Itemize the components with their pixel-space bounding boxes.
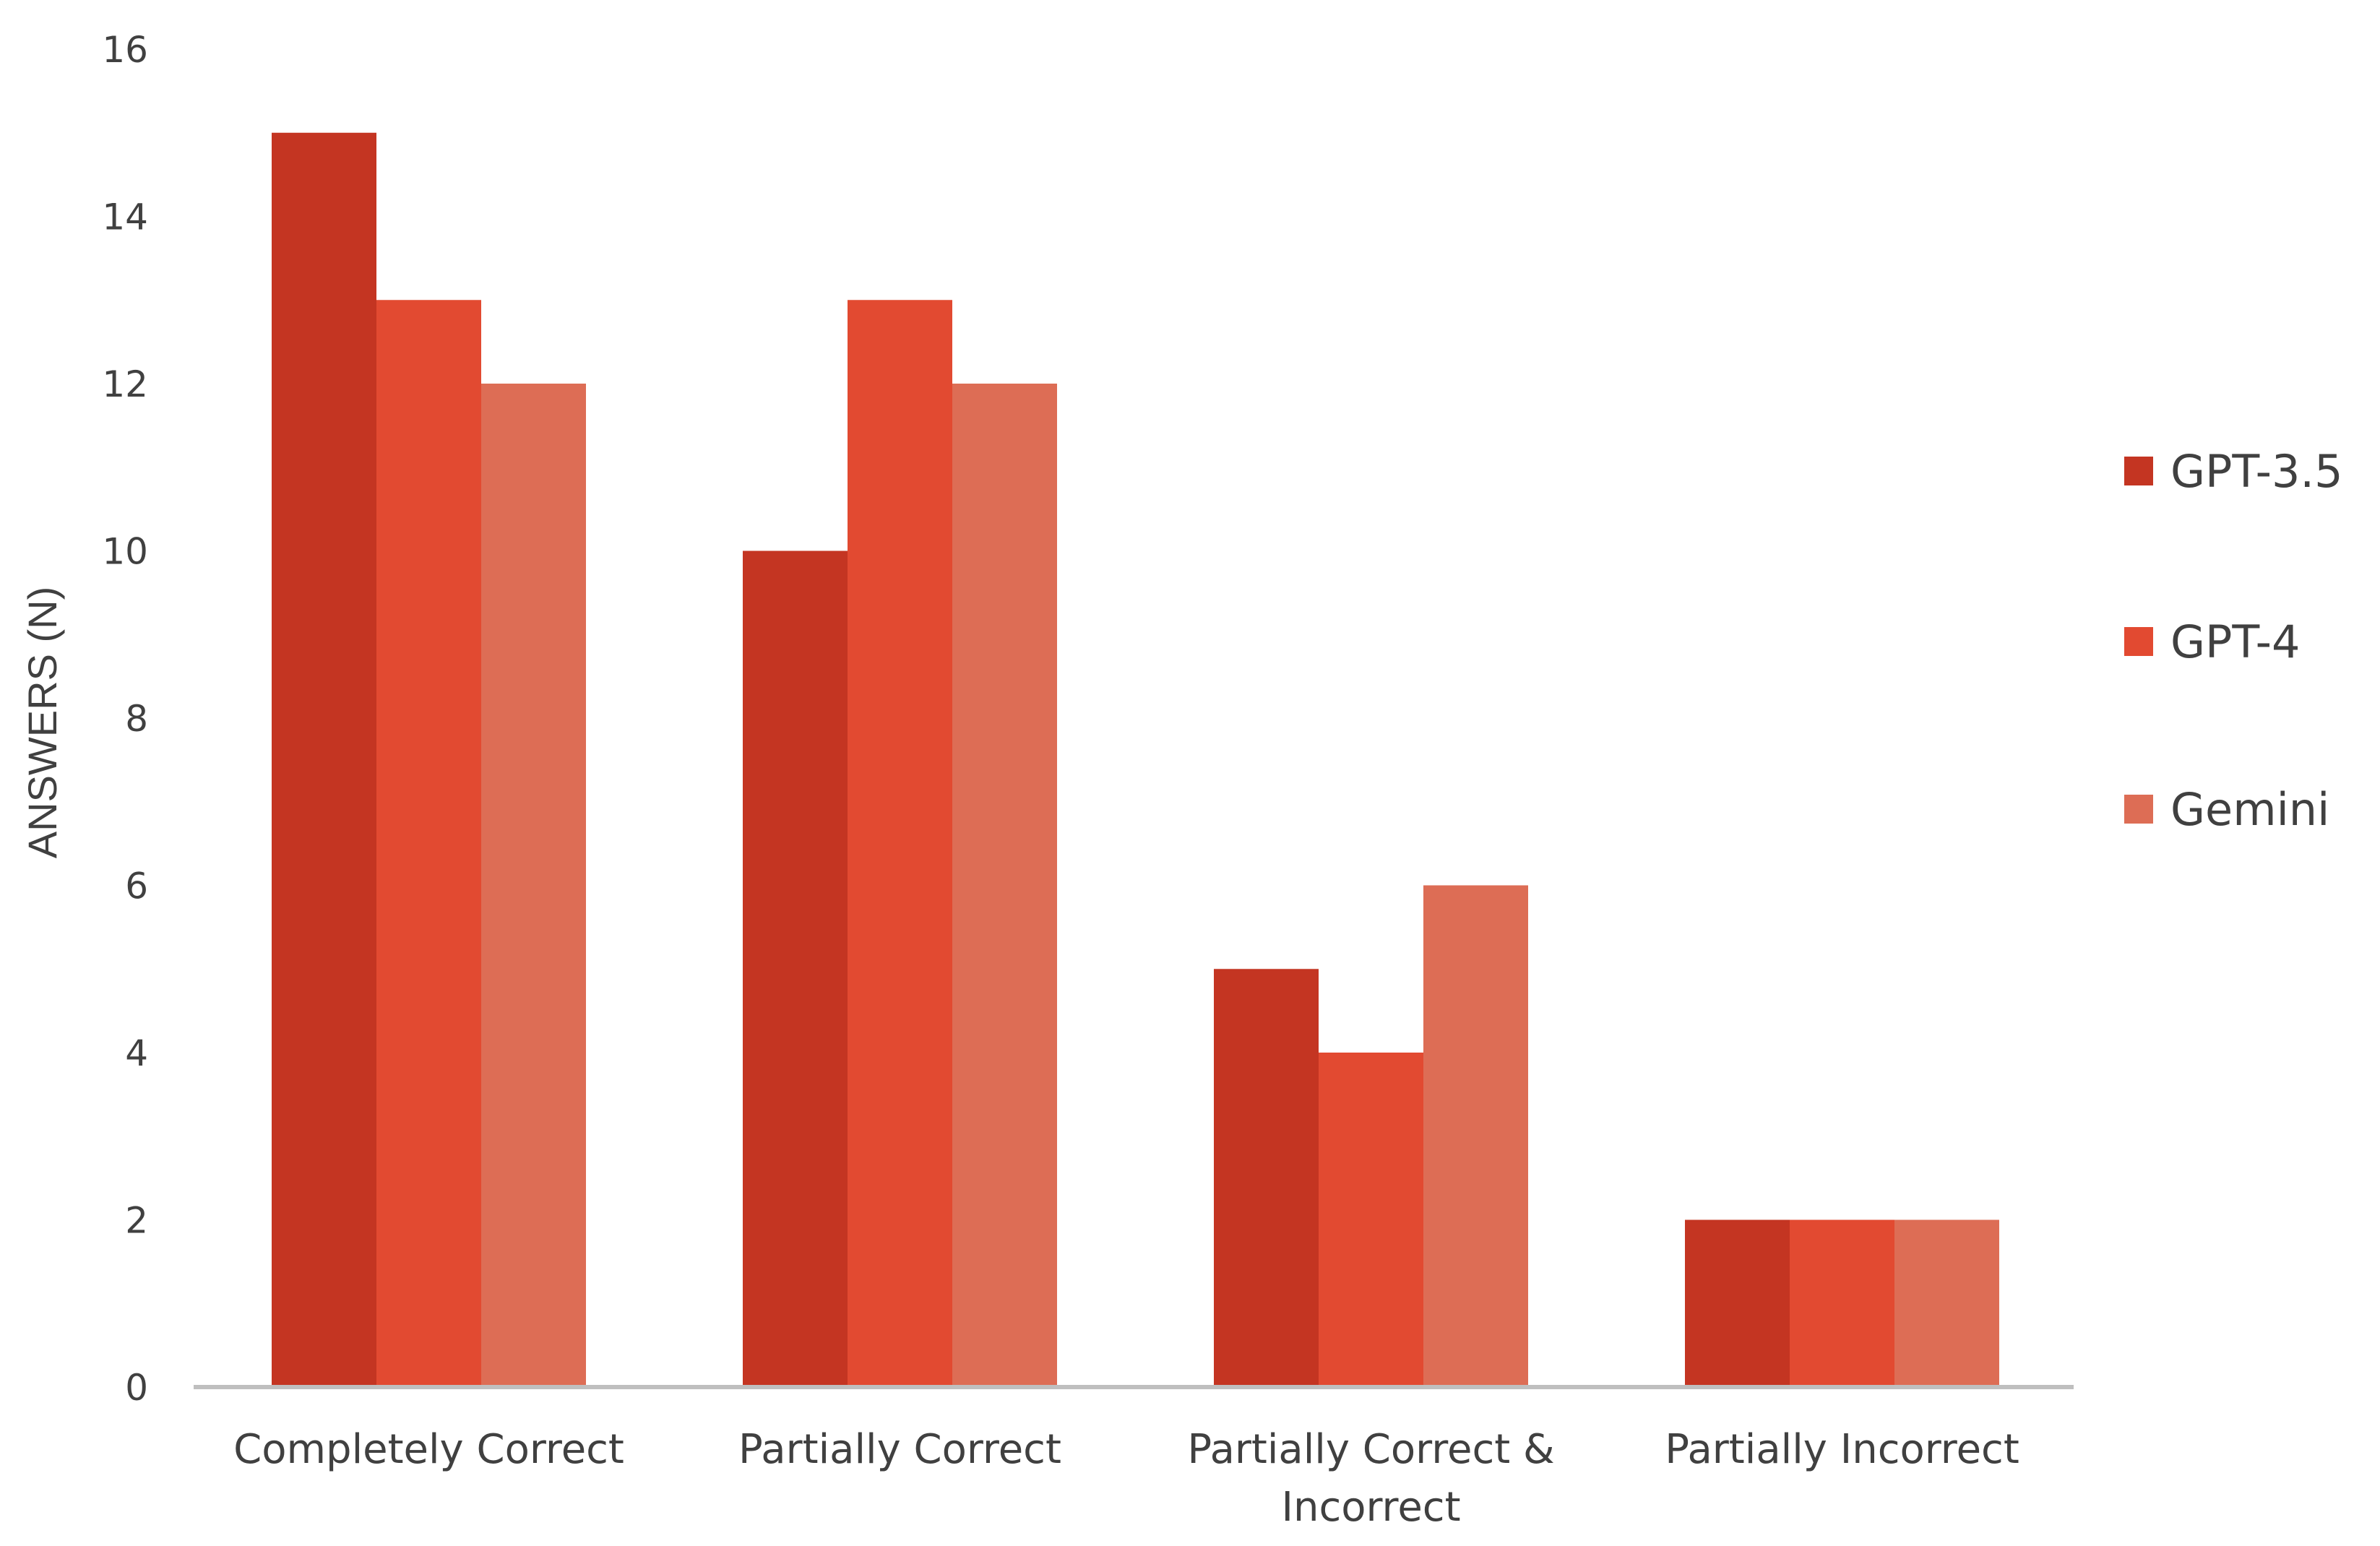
y-tick-label: 12	[102, 363, 148, 405]
x-axis-category-labels: Completely Correct Partially Correct Parti…	[233, 1426, 2019, 1531]
bar-gpt-4-3	[1319, 1053, 1423, 1387]
y-axis-title: ANSWERS (N)	[20, 587, 65, 858]
x-category-label: Partially Correct	[738, 1426, 1061, 1473]
y-tick-label: 8	[125, 698, 148, 740]
bar-gpt-3-5-1	[272, 132, 376, 1387]
legend-swatch	[2124, 457, 2153, 485]
y-axis-ticks: 0 2 4 6 8 10 12 14 16	[102, 29, 148, 1409]
y-tick-label: 0	[125, 1367, 148, 1409]
bar-gemini-3	[1423, 885, 1528, 1387]
bar-gpt-4-1	[376, 300, 481, 1387]
y-tick-label: 14	[102, 197, 148, 238]
y-tick-label: 2	[125, 1200, 148, 1242]
x-category-label: Completely Correct	[233, 1426, 624, 1473]
bar-gemini-2	[952, 384, 1057, 1387]
bar-gpt-3-5-2	[743, 550, 848, 1387]
x-category-label: Partially Correct &	[1187, 1426, 1554, 1473]
bar-gpt-3-5-3	[1214, 969, 1319, 1387]
bar-gpt-4-4	[1790, 1219, 1894, 1387]
bar-gpt-3-5-4	[1685, 1219, 1790, 1387]
bar-gemini-4	[1894, 1219, 1999, 1387]
bar-gpt-4-2	[848, 300, 952, 1387]
y-tick-label: 6	[125, 865, 148, 907]
y-tick-label: 16	[102, 29, 148, 71]
legend: GPT-3.5 GPT-4 Gemini	[2124, 445, 2343, 836]
legend-label: GPT-4	[2170, 616, 2300, 668]
legend-swatch	[2124, 795, 2153, 824]
legend-swatch	[2124, 627, 2153, 656]
y-tick-label: 10	[102, 531, 148, 573]
x-category-label: Incorrect	[1281, 1484, 1460, 1531]
y-tick-label: 4	[125, 1032, 148, 1074]
legend-label: Gemini	[2170, 783, 2329, 836]
bar-gemini-1	[481, 384, 586, 1387]
legend-label: GPT-3.5	[2170, 445, 2343, 498]
bars	[272, 132, 1999, 1387]
x-category-label: Partially Incorrect	[1665, 1426, 2019, 1473]
